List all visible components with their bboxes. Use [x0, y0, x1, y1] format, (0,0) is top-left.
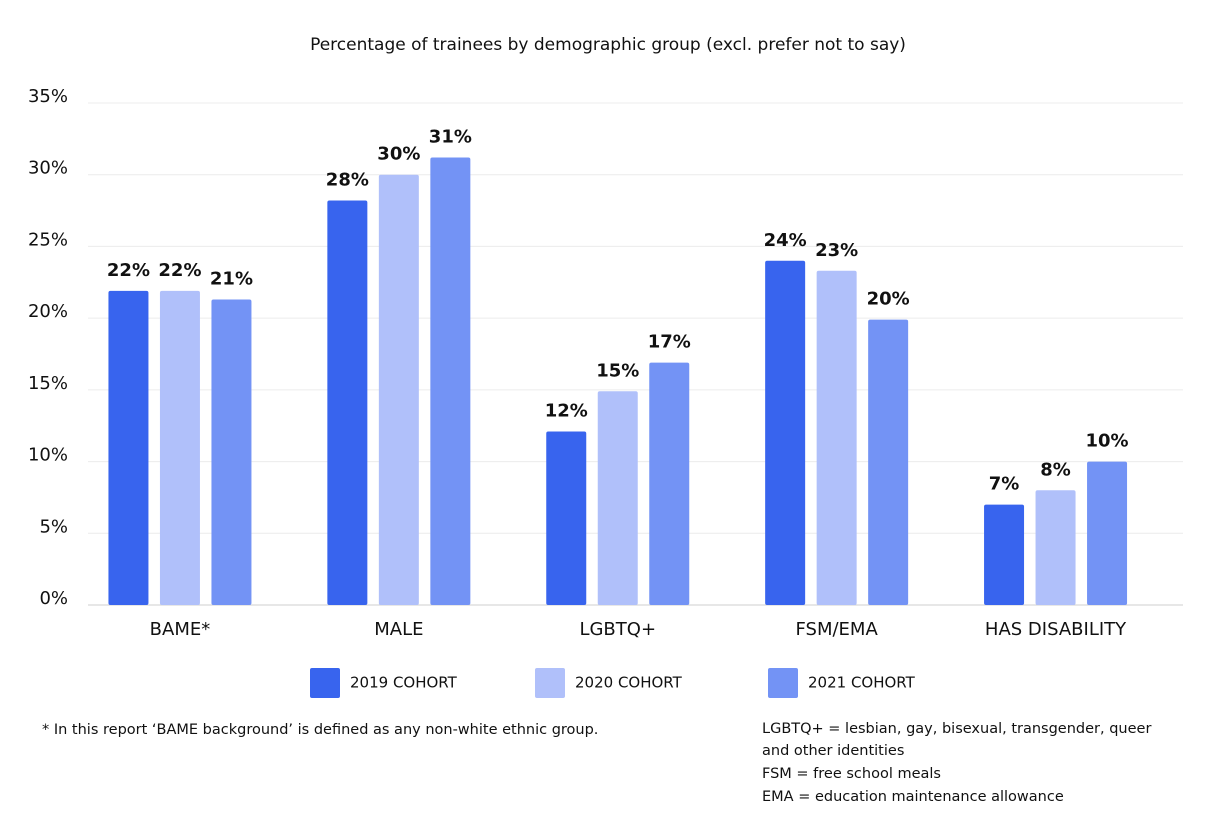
bar — [327, 200, 368, 605]
value-label: 22% — [107, 260, 150, 281]
y-tick-label: 0% — [39, 588, 68, 609]
legend-label: 2019 COHORT — [350, 674, 458, 692]
bar — [546, 431, 587, 605]
legend-swatch — [768, 668, 798, 698]
x-tick-label: MALE — [374, 619, 423, 640]
legend-swatch — [310, 668, 340, 698]
footnote: LGBTQ+ = lesbian, gay, bisexual, transge… — [762, 721, 1151, 737]
footnote: EMA = education maintenance allowance — [762, 789, 1064, 805]
x-tick-label: LGBTQ+ — [579, 619, 656, 640]
value-label: 12% — [545, 400, 588, 421]
footnote: and other identities — [762, 743, 904, 759]
bar — [868, 319, 909, 605]
bar — [816, 270, 857, 605]
bar — [1035, 490, 1076, 605]
y-tick-label: 15% — [28, 373, 68, 394]
value-label: 28% — [326, 170, 369, 191]
legend-label: 2021 COHORT — [808, 674, 916, 692]
bar — [1087, 461, 1128, 605]
y-tick-label: 35% — [28, 86, 68, 107]
value-label: 8% — [1040, 459, 1071, 480]
value-label: 15% — [596, 360, 639, 381]
bar — [984, 504, 1025, 605]
y-tick-label: 25% — [28, 229, 68, 250]
value-label: 23% — [815, 240, 858, 261]
bar — [159, 290, 200, 605]
x-tick-label: FSM/EMA — [796, 619, 879, 640]
value-label: 20% — [867, 289, 910, 310]
y-tick-label: 10% — [28, 445, 68, 466]
footnote: * In this report ‘BAME background’ is de… — [42, 722, 598, 738]
x-tick-label: BAME* — [150, 619, 211, 640]
bar — [597, 391, 638, 605]
bar — [649, 362, 690, 605]
value-label: 31% — [429, 127, 472, 148]
legend-swatch — [535, 668, 565, 698]
value-label: 30% — [377, 144, 420, 165]
chart-title: Percentage of trainees by demographic gr… — [310, 35, 906, 55]
y-tick-label: 30% — [28, 158, 68, 179]
value-label: 7% — [989, 474, 1020, 495]
value-label: 21% — [210, 268, 253, 289]
value-label: 24% — [764, 230, 807, 251]
bar — [211, 299, 252, 605]
value-label: 10% — [1086, 431, 1129, 452]
y-tick-label: 20% — [28, 301, 68, 322]
x-tick-label: HAS DISABILITY — [985, 619, 1127, 640]
footnote: FSM = free school meals — [762, 766, 941, 782]
bar — [108, 290, 149, 605]
value-label: 22% — [158, 260, 201, 281]
y-tick-label: 5% — [39, 516, 68, 537]
bar — [378, 174, 419, 605]
legend-label: 2020 COHORT — [575, 674, 683, 692]
bar — [765, 260, 806, 605]
bar — [430, 157, 471, 605]
value-label: 17% — [648, 332, 691, 353]
